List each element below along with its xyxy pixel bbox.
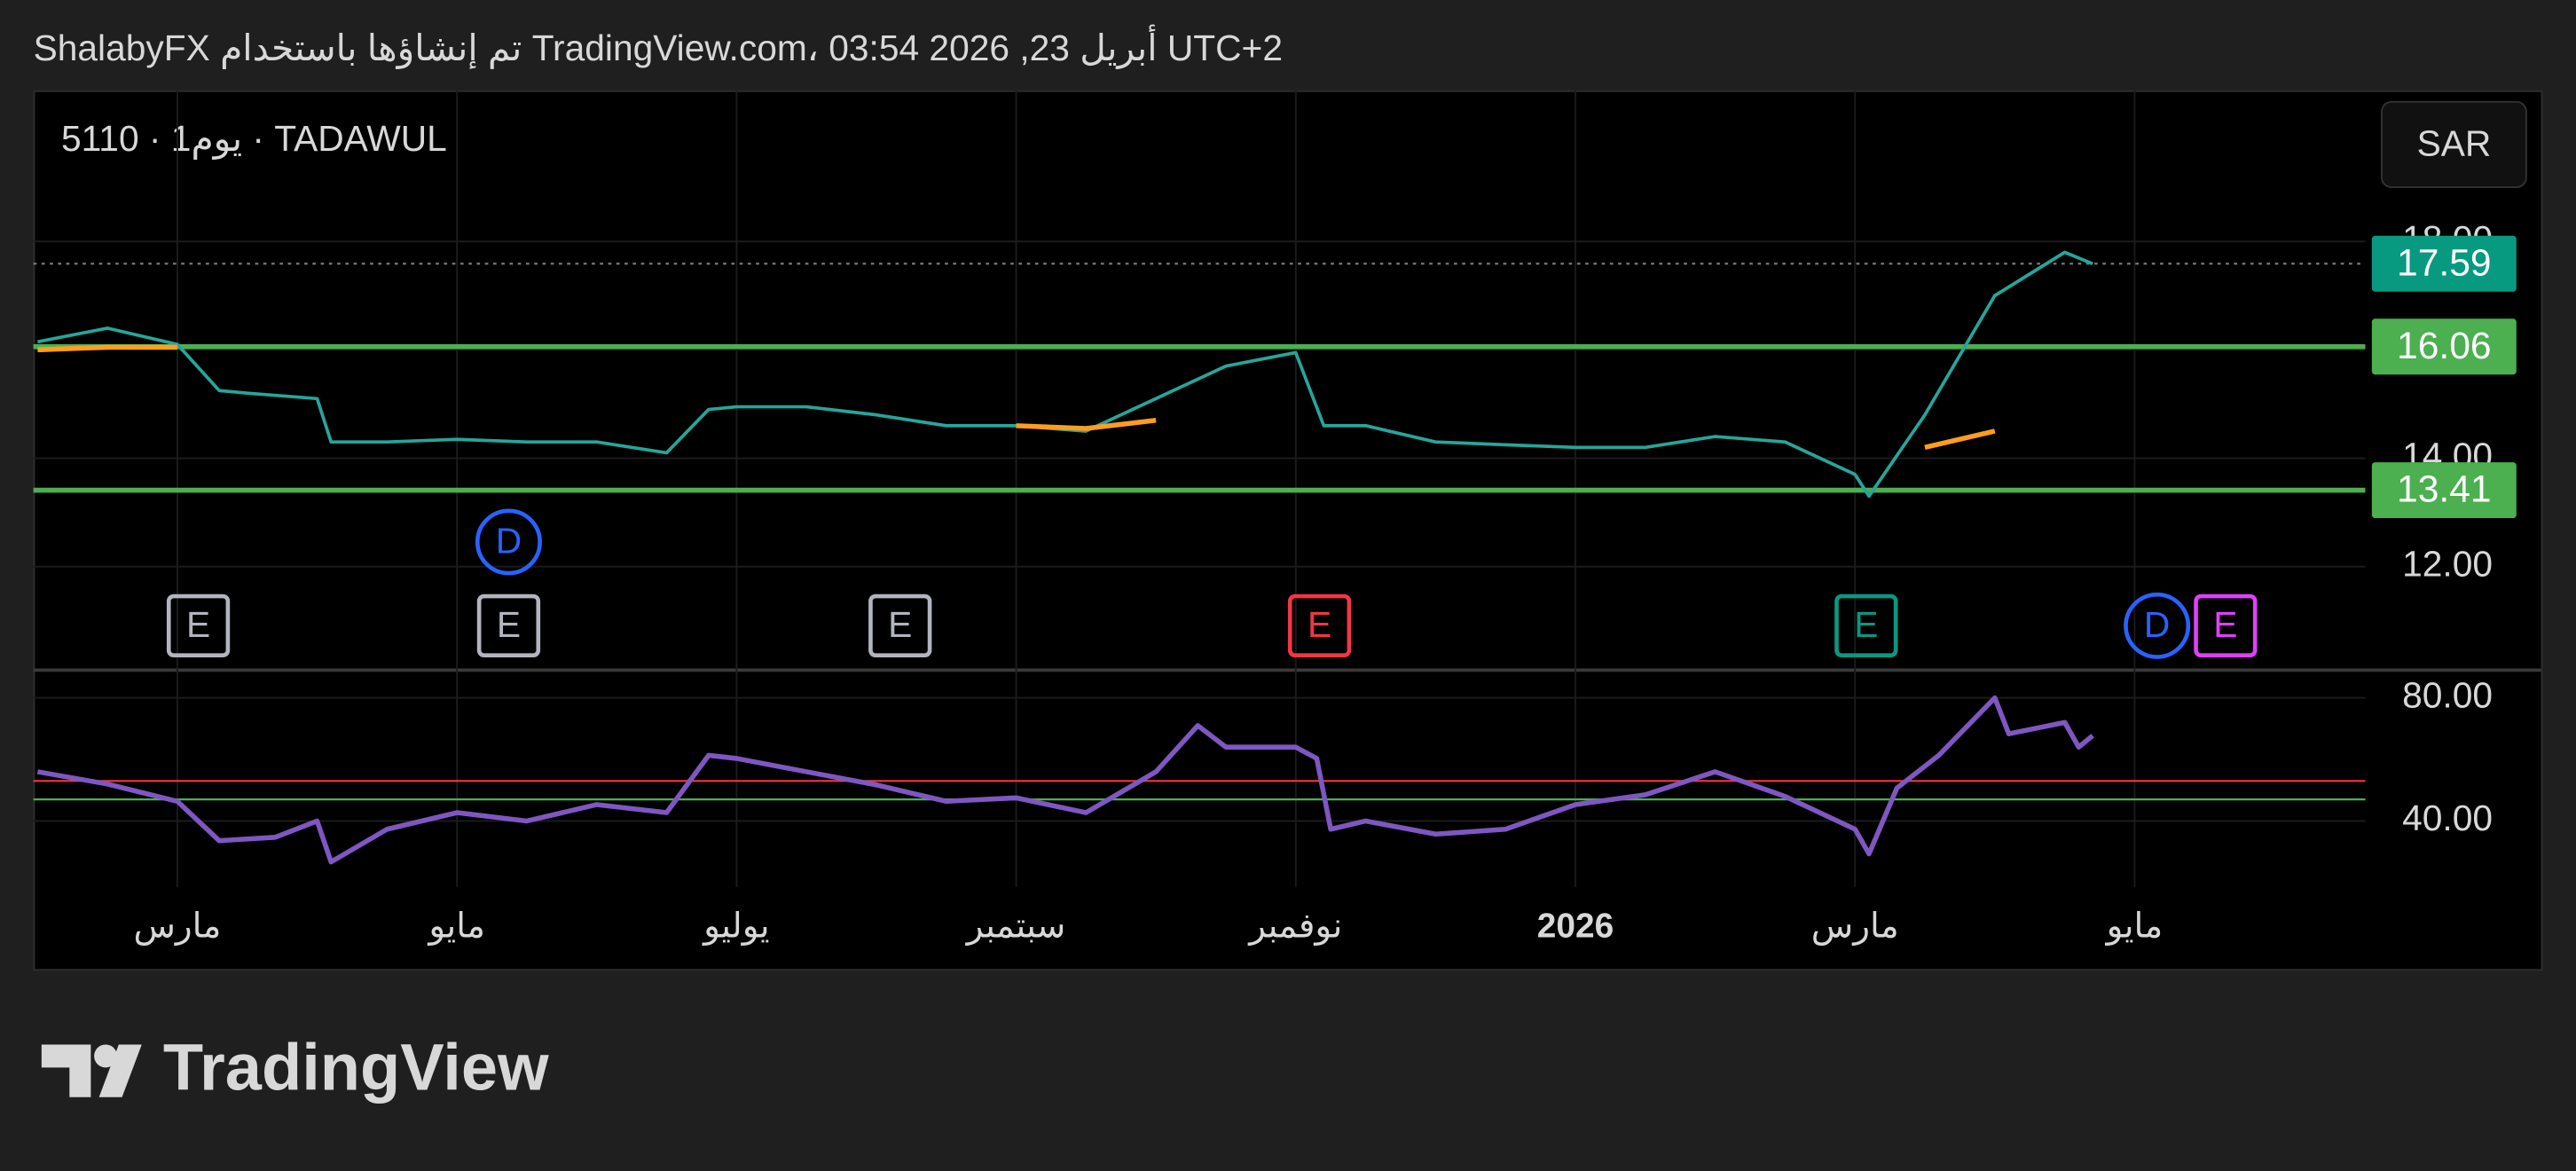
- event-label: D: [496, 521, 522, 562]
- logo-icon: [41, 1044, 91, 1097]
- x-tick-label: مارس: [1811, 907, 1899, 945]
- logo-icon: [94, 1044, 117, 1068]
- currency-label: SAR: [2417, 123, 2492, 164]
- event-label: E: [186, 604, 210, 645]
- x-tick-label: مايو: [2105, 907, 2164, 946]
- header-title: ShalabyFX تم إنشاؤها باستخدام TradingVie…: [34, 24, 1283, 69]
- plot: مارس مايو يوليو سبتمبر نوفمبر 2026 مارس مايو 12.…: [33, 90, 2517, 946]
- logo-text: TradingView: [163, 1030, 549, 1104]
- x-tick-label: سبتمبر: [965, 907, 1066, 946]
- price-tag-label: 16.06: [2397, 325, 2492, 367]
- price-tag-label: 17.59: [2397, 241, 2492, 284]
- series-line: [37, 344, 1996, 451]
- y-tick-label: 80.00: [2402, 674, 2493, 715]
- y-tick-label: 40.00: [2402, 798, 2493, 838]
- event-marker: [166, 593, 231, 657]
- chart-frame: [33, 90, 2543, 971]
- series-line: [36, 695, 2094, 865]
- event-label: E: [497, 604, 521, 645]
- price-tag: [2371, 462, 2517, 519]
- logo: TradingView: [41, 1030, 549, 1104]
- logo-icon: [98, 1044, 142, 1097]
- price-tag: [2371, 318, 2517, 375]
- event-marker: [2124, 592, 2191, 659]
- y-tick-label: 12.00: [2402, 543, 2493, 584]
- x-tick-label: مايو: [427, 907, 485, 946]
- x-tick-label: 2026: [1537, 907, 1614, 945]
- event-label: E: [2213, 604, 2237, 645]
- price-tag-label: 13.41: [2397, 468, 2492, 511]
- currency-button[interactable]: [2381, 100, 2527, 188]
- symbol-title: 5110 · 1يوم · TADAWUL: [61, 118, 447, 160]
- event-label: E: [1308, 604, 1331, 645]
- price-tag: [2371, 235, 2517, 292]
- event-marker: [1834, 593, 1898, 657]
- x-tick-label: يوليو: [702, 907, 770, 946]
- event-marker: [2194, 593, 2258, 657]
- x-tick-label: نوفمبر: [1247, 907, 1342, 946]
- event-marker: [476, 593, 541, 657]
- event-marker: [868, 593, 932, 657]
- event-marker: [475, 508, 542, 576]
- event-label: D: [2144, 604, 2170, 645]
- event-label: E: [888, 604, 912, 645]
- x-tick-label: مارس: [133, 907, 221, 945]
- event-marker: [1287, 593, 1352, 657]
- event-label: E: [1854, 604, 1878, 645]
